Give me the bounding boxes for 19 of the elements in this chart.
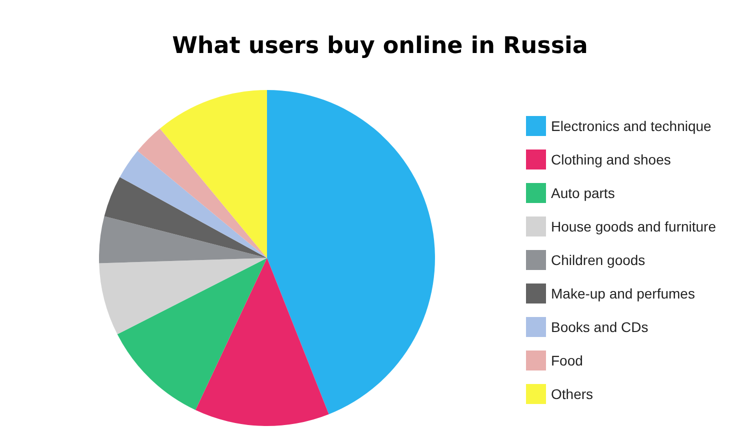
legend-label: Children goods bbox=[551, 252, 646, 268]
legend-label: Others bbox=[551, 386, 594, 402]
legend-label: Electronics and technique bbox=[551, 118, 712, 134]
pie-slice bbox=[104, 177, 267, 258]
pie-slice bbox=[138, 128, 267, 258]
pie-slice bbox=[117, 258, 267, 410]
pie-slice bbox=[120, 150, 267, 258]
chart-title: What users buy online in Russia bbox=[172, 33, 588, 59]
legend-label: Auto parts bbox=[551, 185, 615, 201]
pie-slice bbox=[195, 258, 329, 426]
pie-slice bbox=[99, 258, 267, 334]
pie-slice bbox=[160, 90, 267, 258]
pie-slice bbox=[267, 90, 435, 414]
legend-label: House goods and furniture bbox=[551, 218, 716, 234]
pie-slice bbox=[99, 216, 267, 264]
legend-label: Clothing and shoes bbox=[551, 152, 671, 168]
legend-label: Make-up and perfumes bbox=[551, 286, 695, 302]
legend-label: Books and CDs bbox=[551, 319, 648, 335]
legend-label: Food bbox=[551, 352, 583, 368]
